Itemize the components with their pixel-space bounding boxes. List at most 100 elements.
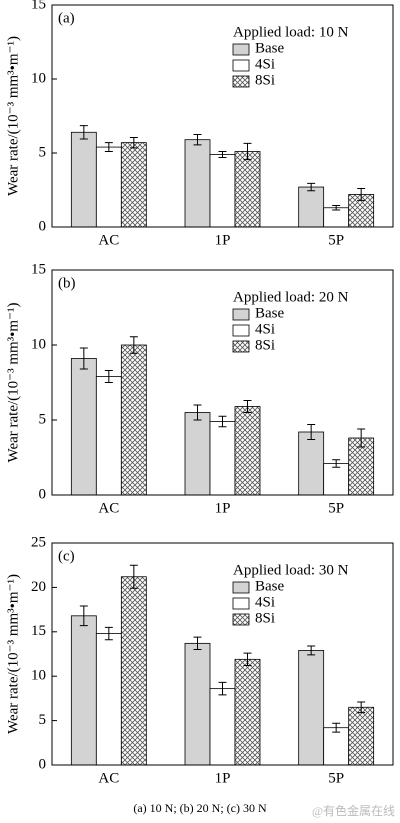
- error-bar: [79, 347, 88, 370]
- bar: [323, 207, 350, 228]
- error-bar: [129, 336, 138, 354]
- error-bar: [357, 701, 366, 714]
- error-bar: [307, 182, 316, 192]
- bar: [184, 139, 211, 228]
- y-axis-label: Wear rate/(10⁻³ mm³•m⁻¹): [5, 36, 21, 196]
- x-tick-label: 1P: [215, 770, 231, 786]
- error-bar: [193, 636, 202, 651]
- legend-label: 4Si: [255, 321, 275, 337]
- panel-label: (b): [58, 275, 76, 291]
- y-tick-label: 15: [31, 261, 46, 277]
- legend-swatch: [232, 597, 250, 610]
- legend-swatch: [232, 613, 250, 626]
- y-tick-label: 5: [39, 712, 47, 728]
- y-tick-label: 10: [31, 336, 46, 352]
- y-tick-label: 10: [31, 70, 46, 86]
- error-bar: [104, 142, 113, 153]
- error-bar: [79, 605, 88, 627]
- y-tick-label: 15: [31, 623, 46, 639]
- plot-frame: [51, 4, 394, 228]
- legend-swatch: [232, 308, 250, 321]
- legend-swatch: [232, 324, 250, 337]
- y-tick-label: 25: [31, 534, 46, 550]
- legend-swatch: [232, 340, 250, 353]
- legend-label: Base: [255, 578, 285, 594]
- x-tick-label: 5P: [328, 770, 344, 786]
- bar: [209, 688, 236, 766]
- legend-label: Base: [255, 40, 285, 56]
- bar: [120, 344, 147, 496]
- error-bar: [193, 134, 202, 146]
- error-bar: [104, 370, 113, 383]
- bar: [95, 633, 122, 766]
- x-tick-label: 1P: [215, 232, 231, 248]
- legend-title: Applied load: 20 N: [233, 289, 349, 305]
- legend-swatch: [232, 75, 250, 88]
- y-tick-label: 15: [31, 0, 46, 12]
- legend-title: Applied load: 30 N: [233, 562, 349, 578]
- legend-label: 4Si: [255, 56, 275, 72]
- error-bar: [129, 136, 138, 149]
- error-bar: [129, 564, 138, 589]
- x-tick-label: AC: [98, 232, 119, 248]
- bar: [184, 642, 211, 766]
- error-bar: [218, 151, 227, 158]
- x-tick-label: 5P: [328, 232, 344, 248]
- bar: [323, 727, 350, 766]
- y-tick-label: 0: [39, 756, 47, 772]
- bar: [70, 358, 97, 496]
- bar: [298, 650, 325, 766]
- bar: [95, 146, 122, 228]
- legend-label: 8Si: [255, 610, 275, 626]
- y-tick-label: 0: [39, 218, 47, 234]
- error-bar: [307, 424, 316, 440]
- bar: [120, 142, 147, 228]
- bar: [234, 658, 261, 766]
- error-bar: [332, 205, 341, 211]
- bar: [348, 706, 375, 766]
- bar: [323, 463, 350, 496]
- bar: [70, 131, 97, 228]
- error-bar: [307, 645, 316, 656]
- watermark: @有色金属在线: [312, 803, 395, 818]
- plot-frame: [51, 542, 394, 766]
- y-axis-label: Wear rate/(10⁻³ mm³•m⁻¹): [5, 574, 21, 734]
- error-bar: [357, 188, 366, 201]
- y-tick-label: 5: [39, 144, 47, 160]
- panel-label: (a): [58, 10, 75, 26]
- legend-label: 8Si: [255, 337, 275, 353]
- y-tick-label: 10: [31, 668, 46, 684]
- plot-frame: [51, 269, 394, 496]
- error-bar: [218, 681, 227, 696]
- error-bar: [193, 404, 202, 421]
- bar: [209, 421, 236, 496]
- error-bar: [332, 722, 341, 733]
- legend-swatch: [232, 581, 250, 594]
- bar: [209, 154, 236, 228]
- error-bar: [243, 652, 252, 667]
- error-bar: [357, 428, 366, 448]
- x-tick-label: AC: [98, 500, 119, 516]
- bar: [298, 186, 325, 228]
- y-tick-label: 20: [31, 579, 46, 595]
- y-tick-label: 5: [39, 411, 47, 427]
- caption: (a) 10 N; (b) 20 N; (c) 30 N: [133, 801, 267, 815]
- bar: [95, 376, 122, 496]
- panel-label: (c): [58, 548, 75, 564]
- bar: [234, 406, 261, 496]
- error-bar: [218, 415, 227, 428]
- bar: [70, 615, 97, 766]
- error-bar: [243, 400, 252, 413]
- legend-label: 4Si: [255, 594, 275, 610]
- bar: [298, 431, 325, 496]
- bar: [234, 151, 261, 228]
- bar: [184, 412, 211, 496]
- legend-label: 8Si: [255, 72, 275, 88]
- x-tick-label: 5P: [328, 500, 344, 516]
- x-tick-label: AC: [98, 770, 119, 786]
- error-bar: [243, 142, 252, 161]
- legend-swatch: [232, 43, 250, 56]
- y-axis-label: Wear rate/(10⁻³ mm³•m⁻¹): [5, 303, 21, 463]
- legend-title: Applied load: 10 N: [233, 24, 349, 40]
- y-tick-label: 0: [39, 486, 47, 502]
